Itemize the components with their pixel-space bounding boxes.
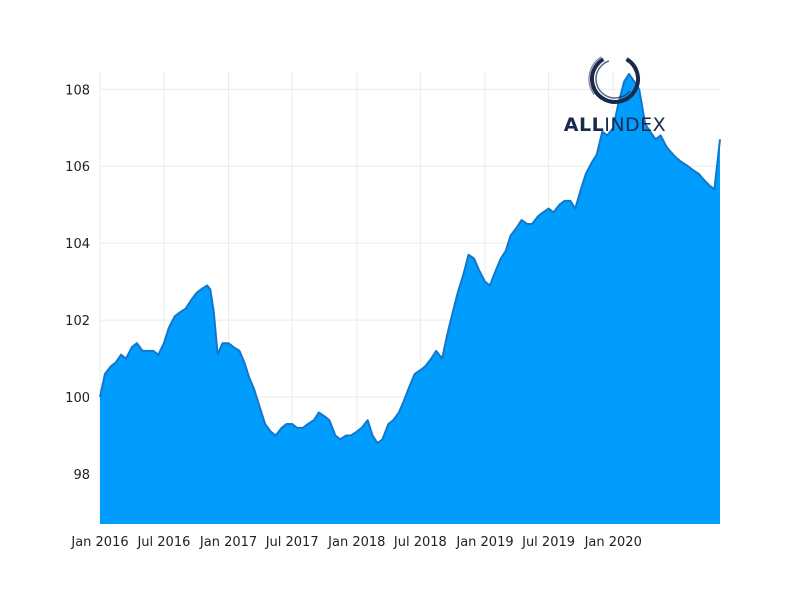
y-axis: 98 100 102 104 106 108	[65, 83, 90, 483]
x-axis: Jan 2016 Jul 2016 Jan 2017 Jul 2017 Jan 2018…	[70, 535, 641, 550]
x-tick-label: Jul 2016	[136, 535, 190, 550]
logo-text-light: INDEX	[604, 114, 666, 136]
y-tick-label: 100	[65, 391, 90, 406]
y-tick-label: 104	[65, 237, 90, 252]
logo-text-bold: ALL	[564, 114, 604, 136]
series-line	[99, 72, 721, 445]
x-tick-label: Jan 2020	[584, 535, 642, 550]
x-tick-label: Jan 2019	[455, 535, 513, 550]
allindex-logo: ALLINDEX	[564, 52, 666, 136]
x-tick-label: Jan 2018	[327, 535, 385, 550]
x-tick-label: Jul 2017	[265, 535, 319, 550]
y-tick-label: 102	[65, 314, 90, 329]
x-tick-label: Jan 2017	[199, 535, 257, 550]
y-tick-label: 106	[65, 160, 90, 175]
x-tick-label: Jul 2018	[393, 535, 447, 550]
x-tick-label: Jul 2019	[521, 535, 575, 550]
y-tick-label: 108	[65, 83, 90, 98]
series-area	[100, 73, 720, 525]
x-tick-label: Jan 2016	[70, 535, 128, 550]
y-tick-label: 98	[73, 468, 90, 483]
logo-text: ALLINDEX	[564, 114, 666, 136]
